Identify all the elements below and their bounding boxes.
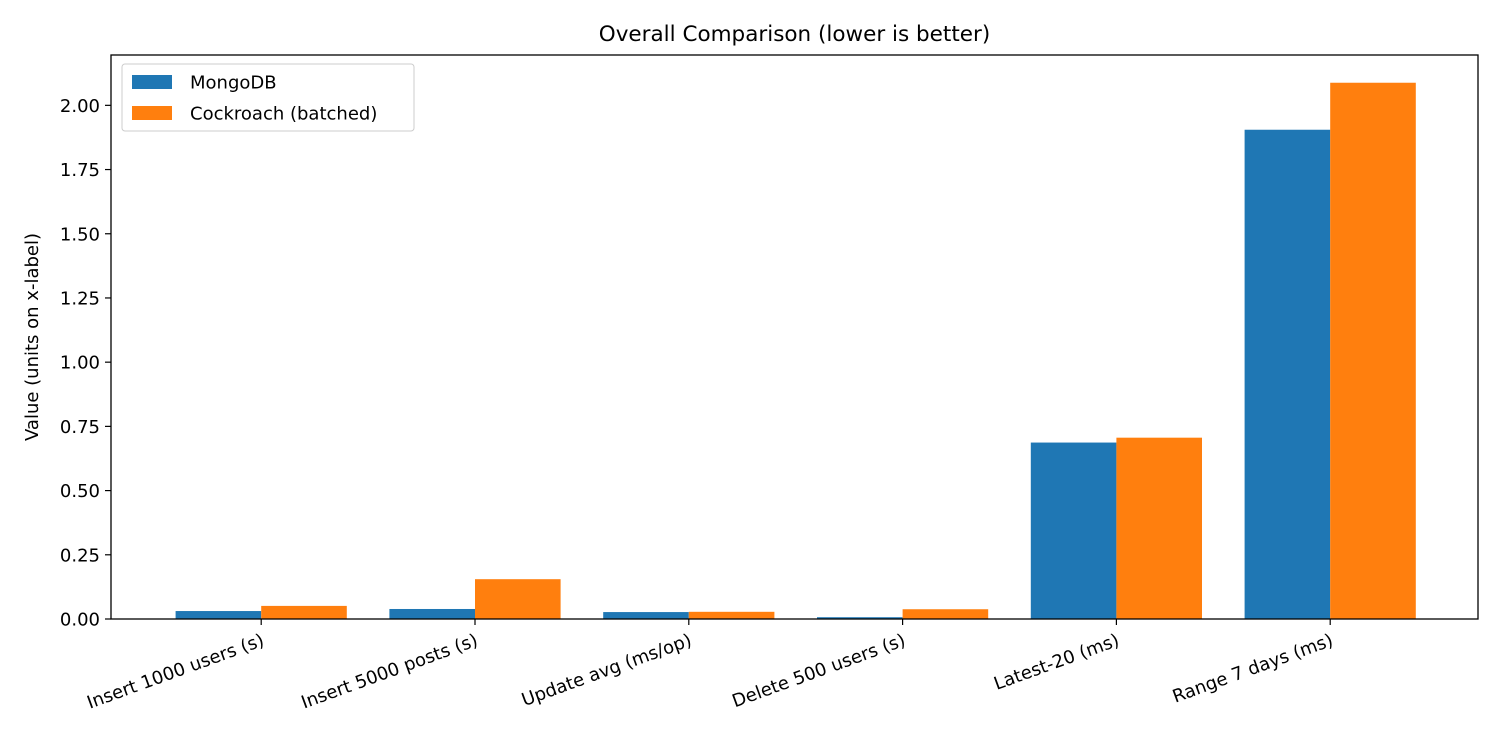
bar-cockroach-3 xyxy=(902,609,989,619)
y-tick-label: 2.00 xyxy=(60,96,100,117)
chart-title: Overall Comparison (lower is better) xyxy=(599,22,990,47)
legend-swatch xyxy=(132,106,172,120)
bar-mongodb-5 xyxy=(1244,129,1331,619)
y-tick-label: 0.00 xyxy=(60,610,100,631)
bars-layer xyxy=(175,82,1416,620)
bar-cockroach-5 xyxy=(1330,82,1416,620)
bar-mongodb-0 xyxy=(175,611,262,619)
y-axis-label: Value (units on x-label) xyxy=(22,233,43,441)
y-tick-label: 1.25 xyxy=(60,288,100,309)
y-tick-label: 1.50 xyxy=(60,224,100,245)
y-tick-label: 0.75 xyxy=(60,417,100,438)
x-tick-label: Delete 500 users (s) xyxy=(729,630,908,712)
bar-cockroach-4 xyxy=(1116,437,1202,619)
bar-cockroach-0 xyxy=(261,605,347,619)
legend-swatch xyxy=(132,75,172,89)
x-axis: Insert 1000 users (s) Insert 5000 posts (… xyxy=(84,619,1336,714)
legend-label: MongoDB xyxy=(190,73,277,94)
x-tick-label: Insert 5000 posts (s) xyxy=(298,630,480,713)
bar-mongodb-2 xyxy=(603,612,689,619)
bar-mongodb-4 xyxy=(1030,442,1117,619)
legend-box xyxy=(121,63,415,132)
y-axis: 0.00 0.25 0.50 0.75 1.00 1.25 1.50 1.75 2.00 xyxy=(60,96,111,631)
x-tick-label: Insert 1000 users (s) xyxy=(84,630,267,714)
bar-cockroach-1 xyxy=(475,579,561,619)
y-tick-label: 0.50 xyxy=(60,481,100,502)
bar-mongodb-1 xyxy=(389,608,475,619)
bar-mongodb-3 xyxy=(817,617,903,619)
x-tick-label: Range 7 days (ms) xyxy=(1170,630,1336,708)
legend-label: Cockroach (batched) xyxy=(190,104,377,125)
x-tick-label: Latest-20 (ms) xyxy=(991,630,1122,695)
plot-frame xyxy=(110,54,1479,620)
x-tick-label: Update avg (ms/op) xyxy=(519,630,695,711)
y-tick-label: 0.25 xyxy=(60,545,100,566)
y-axis-label-group: Value (units on x-label) xyxy=(22,233,43,441)
legend: MongoDB Cockroach (batched) xyxy=(121,63,415,132)
y-tick-label: 1.75 xyxy=(60,160,100,181)
y-tick-label: 1.00 xyxy=(60,353,100,374)
bar-cockroach-2 xyxy=(688,611,775,619)
